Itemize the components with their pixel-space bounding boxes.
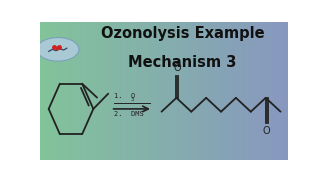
Text: Ozonolysis Example: Ozonolysis Example <box>101 26 264 41</box>
Text: 3: 3 <box>131 97 134 102</box>
Text: Mechanism 3: Mechanism 3 <box>128 55 237 70</box>
Text: O: O <box>263 126 270 136</box>
Circle shape <box>37 38 79 61</box>
Text: O: O <box>173 63 181 73</box>
Text: 1.  O: 1. O <box>115 93 136 98</box>
Text: 2.  DMS: 2. DMS <box>115 111 144 117</box>
